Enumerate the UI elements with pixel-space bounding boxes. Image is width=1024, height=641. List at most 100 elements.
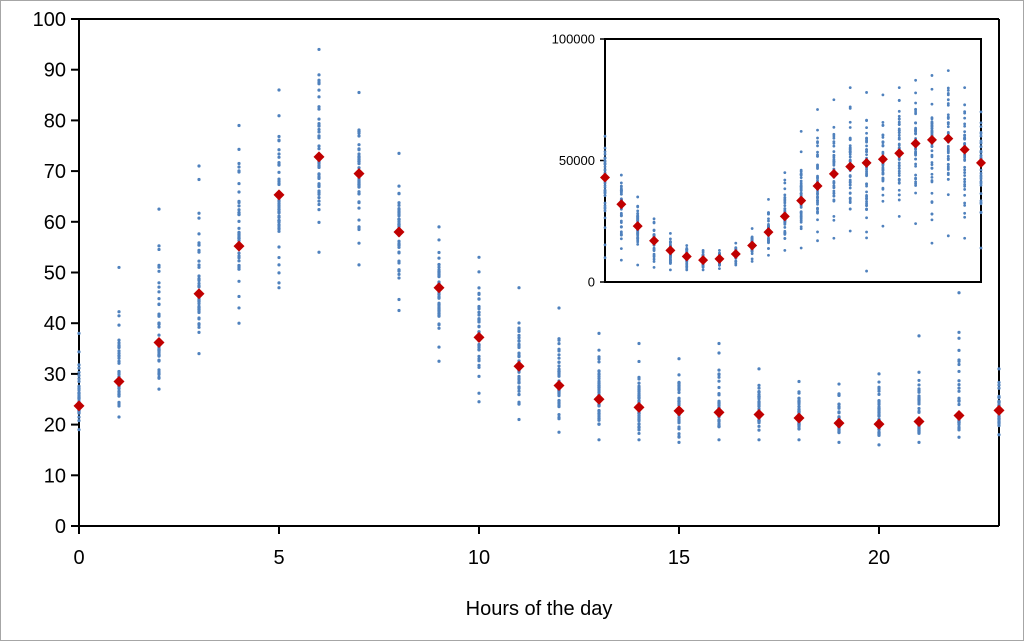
observation-point <box>677 435 681 439</box>
observation-point <box>797 422 801 426</box>
observation-point <box>917 406 921 411</box>
observation-point <box>930 155 934 159</box>
observation-point <box>997 433 1001 437</box>
mean-marker <box>193 288 205 300</box>
observation-point <box>832 194 836 198</box>
observation-point <box>317 199 321 203</box>
observation-point <box>848 229 852 233</box>
observation-point <box>477 270 481 274</box>
observation-point <box>767 247 770 250</box>
observation-point <box>77 377 81 381</box>
observation-point <box>317 73 321 77</box>
observation-point <box>783 231 787 235</box>
observation-point <box>317 107 321 111</box>
mean-marker <box>779 211 790 222</box>
observation-point <box>357 227 361 232</box>
observation-point <box>636 204 640 208</box>
observation-point <box>237 230 241 234</box>
observation-point <box>897 133 901 137</box>
observation-point <box>897 188 901 192</box>
observation-point <box>317 176 321 181</box>
observation-point <box>636 218 640 222</box>
mean-marker <box>600 172 610 183</box>
observation-point <box>619 173 623 177</box>
observation-point <box>783 187 787 191</box>
observation-point <box>930 172 934 176</box>
observation-point <box>963 103 967 107</box>
observation-point <box>914 150 918 154</box>
observation-point <box>603 189 607 193</box>
observation-point <box>277 227 281 231</box>
observation-point <box>668 262 672 265</box>
mean-marker <box>959 144 970 155</box>
observation-point <box>157 352 161 356</box>
observation-point <box>837 440 841 444</box>
observation-point <box>77 373 81 378</box>
observation-point <box>597 357 601 361</box>
observation-point <box>877 405 881 409</box>
observation-point <box>877 392 881 396</box>
observation-point <box>277 88 281 92</box>
observation-point <box>619 189 623 192</box>
observation-point <box>317 165 321 170</box>
observation-point <box>881 121 885 124</box>
observation-point <box>397 184 401 188</box>
observation-point <box>357 241 361 245</box>
observation-point <box>881 199 885 203</box>
observation-point <box>848 137 852 141</box>
observation-point <box>619 185 623 189</box>
observation-point <box>437 314 441 318</box>
observation-point <box>277 263 281 267</box>
observation-point <box>930 218 934 222</box>
observation-point <box>437 305 441 310</box>
observation-point <box>397 243 401 247</box>
observation-point <box>237 204 241 208</box>
observation-point <box>477 297 481 301</box>
observation-point <box>197 281 201 286</box>
observation-point <box>477 400 481 404</box>
observation-point <box>797 390 801 394</box>
observation-point <box>897 161 901 165</box>
observation-point <box>946 86 950 90</box>
observation-point <box>317 147 321 151</box>
observation-point <box>597 438 601 442</box>
observation-point <box>997 383 1001 387</box>
mean-marker <box>845 161 856 172</box>
observation-point <box>317 88 321 92</box>
observation-point <box>816 211 819 215</box>
y-tick-label: 40 <box>44 313 66 335</box>
observation-point <box>603 256 607 260</box>
observation-point <box>963 211 967 215</box>
mean-marker <box>633 401 645 413</box>
observation-point <box>397 219 401 224</box>
observation-point <box>897 122 901 126</box>
observation-point <box>979 246 983 250</box>
x-tick-label: 5 <box>273 547 284 569</box>
observation-point <box>197 310 201 315</box>
observation-point <box>603 134 607 138</box>
observation-point <box>963 180 967 184</box>
observation-point <box>636 239 640 242</box>
observation-point <box>963 182 967 186</box>
observation-point <box>597 360 601 364</box>
observation-point <box>957 362 961 367</box>
mean-marker <box>926 134 937 145</box>
observation-point <box>946 93 950 97</box>
observation-point <box>197 211 201 215</box>
observation-point <box>832 192 836 196</box>
mean-marker <box>153 336 165 348</box>
observation-point <box>197 177 201 182</box>
y-tick-label: 0 <box>588 275 595 290</box>
observation-point <box>197 325 201 329</box>
observation-point <box>877 414 881 418</box>
observation-point <box>437 263 441 267</box>
observation-point <box>877 380 881 384</box>
observation-point <box>397 297 401 302</box>
mean-marker <box>681 251 692 262</box>
observation-point <box>930 175 934 179</box>
observation-point <box>117 349 121 353</box>
observation-point <box>619 258 623 262</box>
observation-point <box>914 191 918 195</box>
observation-point <box>917 410 921 415</box>
observation-point <box>603 216 607 220</box>
